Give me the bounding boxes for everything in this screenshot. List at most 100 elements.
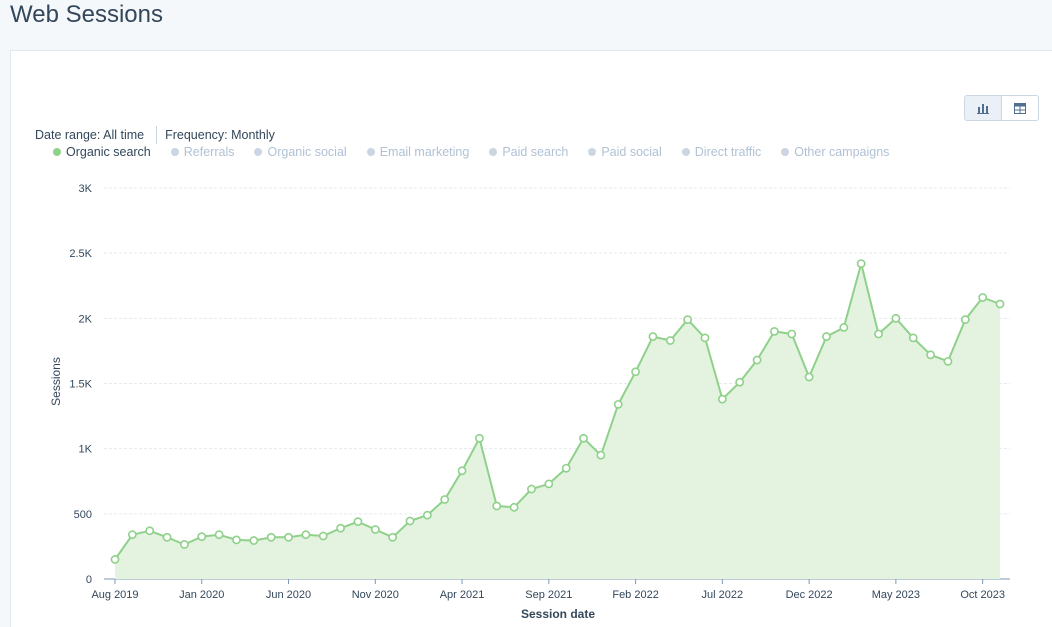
data-point[interactable] <box>995 299 1005 309</box>
y-tick-label: 1.5K <box>69 379 92 391</box>
legend-item-direct-traffic[interactable]: Direct traffic <box>681 145 762 159</box>
x-tick-label: Sep 2021 <box>525 589 572 601</box>
data-point[interactable] <box>735 377 745 387</box>
legend-item-email-marketing[interactable]: Email marketing <box>366 145 470 159</box>
date-range-filter[interactable]: Date range: All time <box>35 128 145 142</box>
page-title: Web Sessions <box>10 1 163 28</box>
y-tick-label: 2.5K <box>69 248 92 260</box>
data-point[interactable] <box>249 536 259 545</box>
data-point[interactable] <box>336 523 345 533</box>
legend-dot-icon <box>254 148 263 156</box>
data-point[interactable] <box>717 394 727 404</box>
data-point[interactable] <box>266 532 276 542</box>
legend-item-paid-social[interactable]: Paid social <box>588 145 662 159</box>
data-point[interactable] <box>214 530 224 540</box>
data-point[interactable] <box>908 333 918 343</box>
data-point[interactable] <box>960 315 970 325</box>
legend-item-paid-search[interactable]: Paid search <box>489 145 568 159</box>
data-point[interactable] <box>110 555 120 564</box>
data-point[interactable] <box>145 526 155 536</box>
data-point[interactable] <box>596 450 606 460</box>
data-point[interactable] <box>579 433 588 443</box>
data-point[interactable] <box>856 259 866 268</box>
data-point[interactable] <box>457 466 467 476</box>
legend-item-other-campaigns[interactable]: Other campaigns <box>781 145 889 159</box>
data-point[interactable] <box>631 367 640 377</box>
legend-dot-icon <box>489 148 498 156</box>
data-point[interactable] <box>197 532 207 542</box>
legend-dot-icon <box>170 148 179 156</box>
legend-label: Paid social <box>601 145 662 159</box>
data-point[interactable] <box>353 517 363 527</box>
frequency-filter[interactable]: Frequency: Monthly <box>165 128 275 142</box>
data-point[interactable] <box>162 532 172 542</box>
x-tick-label: May 2023 <box>872 589 920 601</box>
series-line <box>114 262 1001 561</box>
data-point[interactable] <box>492 501 502 511</box>
data-point[interactable] <box>405 516 415 526</box>
data-point[interactable] <box>787 329 797 339</box>
legend-label: Direct traffic <box>694 145 762 159</box>
x-tick-label: Jan 2020 <box>179 589 224 601</box>
data-point[interactable] <box>874 329 883 339</box>
data-point[interactable] <box>648 332 658 341</box>
data-point[interactable] <box>301 530 311 540</box>
legend-dot-icon <box>588 148 597 156</box>
legend-item-referrals[interactable]: Referrals <box>170 145 235 159</box>
data-point[interactable] <box>665 336 675 345</box>
data-point[interactable] <box>683 315 693 325</box>
data-point[interactable] <box>127 530 137 540</box>
view-toggle[interactable] <box>964 95 1039 121</box>
data-point[interactable] <box>891 313 901 323</box>
data-point[interactable] <box>978 293 988 302</box>
data-point[interactable] <box>509 502 519 512</box>
legend-label: Organic search <box>66 145 151 159</box>
data-point[interactable] <box>422 510 432 520</box>
legend-label: Referrals <box>183 145 235 159</box>
data-point[interactable] <box>822 332 831 341</box>
x-tick-label: Jul 2022 <box>702 589 744 601</box>
table-view-button[interactable] <box>1002 96 1038 120</box>
chart-filters: Date range: All time Frequency: Monthly <box>35 126 275 144</box>
data-point[interactable] <box>839 323 849 332</box>
data-point[interactable] <box>318 531 328 541</box>
table-icon <box>1014 102 1026 114</box>
x-axis-title: Session date <box>521 607 595 621</box>
data-point[interactable] <box>770 326 779 336</box>
divider <box>156 126 158 144</box>
y-tick-label: 3K <box>79 183 93 195</box>
y-tick-label: 2K <box>79 313 93 325</box>
data-point[interactable] <box>527 484 536 494</box>
data-point[interactable] <box>804 372 814 382</box>
chart-view-button[interactable] <box>965 96 1002 120</box>
y-tick-label: 1K <box>79 444 93 456</box>
data-point[interactable] <box>700 333 710 343</box>
data-point[interactable] <box>926 350 935 360</box>
data-point[interactable] <box>561 463 571 473</box>
x-tick-label: Aug 2019 <box>91 589 138 601</box>
legend-item-organic-search[interactable]: Organic search <box>53 145 151 159</box>
data-point[interactable] <box>752 355 762 365</box>
data-point[interactable] <box>613 399 623 409</box>
y-tick-label: 500 <box>74 509 92 521</box>
y-axis-title: Sessions <box>49 357 63 406</box>
data-point[interactable] <box>370 525 380 534</box>
legend-label: Other campaigns <box>794 145 890 159</box>
data-point[interactable] <box>388 532 398 542</box>
y-tick-label: 0 <box>86 574 92 586</box>
x-tick-label: Feb 2022 <box>612 589 658 601</box>
data-point[interactable] <box>544 479 554 489</box>
data-point[interactable] <box>440 495 450 504</box>
legend-label: Organic social <box>267 145 347 159</box>
legend-label: Email marketing <box>379 145 470 159</box>
data-point[interactable] <box>284 532 293 542</box>
legend-item-organic-social[interactable]: Organic social <box>254 145 347 159</box>
data-point[interactable] <box>943 356 953 366</box>
legend-dot-icon <box>366 148 375 156</box>
x-tick-label: Oct 2023 <box>960 589 1005 601</box>
data-point[interactable] <box>475 433 484 443</box>
x-tick-label: Jun 2020 <box>266 589 311 601</box>
data-point[interactable] <box>180 540 189 549</box>
data-point[interactable] <box>232 535 241 545</box>
